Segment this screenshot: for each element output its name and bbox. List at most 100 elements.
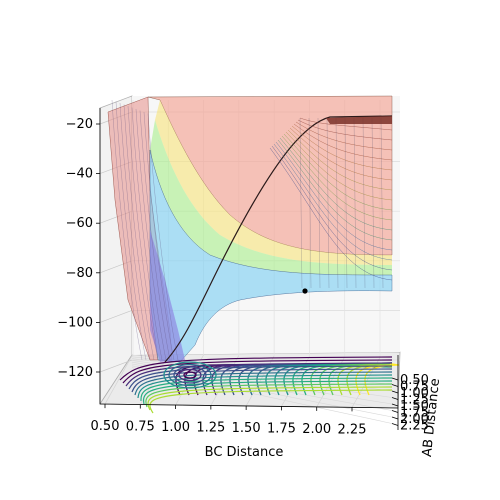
y-tick-mark (391, 410, 399, 413)
y-tick-mark (391, 377, 399, 381)
y-tick-label: 0.75 (400, 380, 429, 395)
y-tick-label: 1.00 (400, 386, 429, 401)
mesh-line-vertical (317, 117, 321, 289)
x-tick-label: 1.75 (267, 421, 296, 436)
floor-contour-loop (178, 368, 202, 382)
grid-line-x (104, 353, 134, 405)
surface-yellow-band (155, 100, 392, 265)
floor-contour (364, 363, 400, 396)
mesh-line (281, 135, 393, 221)
floor-contour-band (147, 386, 393, 411)
grid-line-z (99, 310, 133, 323)
y-tick-mark (391, 403, 399, 407)
mesh-line (291, 125, 393, 171)
mesh-line (287, 129, 393, 191)
mesh-line-vertical (371, 117, 375, 289)
mesh-line (273, 143, 393, 261)
y-tick-label: 1.75 (400, 406, 429, 421)
mesh-line-wall (127, 105, 159, 361)
floor-contour-band (140, 377, 393, 402)
mesh-line-vertical (335, 117, 339, 289)
mesh-line-vertical (308, 117, 312, 289)
z-tick-label: −80 (66, 266, 93, 281)
floor-contour-band (125, 362, 393, 387)
floor-contours (119, 356, 400, 414)
floor-contour-loop (168, 363, 212, 387)
surface-blue-basin (149, 149, 393, 363)
mesh-line (277, 139, 393, 241)
y-tick-label: 2.00 (400, 412, 429, 427)
mesh-line (279, 137, 393, 231)
x-tick-label: 1.50 (232, 421, 261, 436)
z-tick-label: −120 (57, 365, 93, 380)
grid-line-y (131, 361, 393, 405)
mesh-line-vertical (380, 117, 384, 289)
mesh-line-wall (119, 102, 151, 361)
mesh-line (283, 133, 393, 211)
x-axis-ticks: 0.50 0.75 1.00 1.25 1.50 1.75 2.00 2.25 (91, 404, 367, 437)
x-tick-label: 0.50 (91, 419, 120, 434)
mesh-line-vertical (299, 117, 303, 289)
mesh-line-wall (139, 110, 171, 361)
y-tick-label: 0.50 (400, 373, 429, 388)
floor-contour-loop (173, 366, 207, 384)
floor-contour-loop (163, 361, 217, 389)
mesh-line-vertical (353, 117, 357, 289)
mesh-line-wall (143, 111, 175, 361)
energy-surface (107, 95, 393, 363)
y-tick-mark (391, 416, 399, 420)
surface-crest (326, 116, 392, 124)
mesh-line (271, 145, 393, 271)
y-axis-ticks: 0.500.751.001.251.501.752.002.25 (391, 373, 429, 434)
y-tick-mark (391, 390, 399, 394)
surface-ridge-line (164, 115, 393, 363)
mesh-line-wall (115, 101, 147, 361)
mesh-line-vertical (362, 117, 366, 289)
z-axis-ticks: −20 −40 −60 −80 −100 −120 (57, 117, 100, 380)
surface-green-band (150, 120, 392, 275)
mesh-line-wall (147, 113, 179, 361)
floor-contour-band (122, 359, 393, 384)
mesh-line (293, 123, 393, 161)
floor-contour-band (142, 380, 393, 405)
y-tick-mark (391, 384, 399, 387)
floor-contour-band (137, 374, 393, 399)
x-tick-label: 2.00 (302, 422, 331, 437)
x-tick-label: 1.00 (161, 420, 190, 435)
floor-contour-band (131, 368, 393, 393)
mesh-line (297, 119, 393, 141)
z-tick-label: −40 (66, 167, 93, 182)
mesh-line (295, 121, 393, 151)
mesh-line (269, 147, 393, 281)
mesh-line-wall (135, 108, 167, 361)
floor-contour-band (149, 389, 393, 414)
y-tick-label: 1.50 (400, 399, 429, 414)
floor-contour-loop (183, 371, 197, 379)
z-tick-label: −60 (66, 216, 93, 231)
mesh-line (299, 117, 393, 131)
x-axis-label: BC Distance (205, 445, 284, 460)
mesh-line (285, 131, 393, 201)
mesh-line-wall (111, 99, 143, 361)
mesh-line-wall (131, 107, 163, 361)
y-tick-label: 2.25 (400, 419, 429, 434)
mesh-line (275, 141, 393, 251)
z-tick-label: −100 (57, 315, 93, 330)
grid-line-z (99, 359, 133, 373)
surface-mesh (111, 99, 393, 361)
mesh-line (289, 127, 393, 181)
z-tick-label: −20 (66, 117, 93, 132)
y-tick-mark (391, 397, 399, 400)
floor-contour-band (119, 356, 393, 381)
mesh-line-vertical (344, 117, 348, 289)
y-tick-label: 1.25 (400, 393, 429, 408)
floor-contour-band (145, 383, 393, 408)
x-tick-label: 2.25 (338, 422, 367, 437)
x-tick-label: 0.75 (126, 420, 155, 435)
mesh-line-vertical (326, 117, 330, 289)
x-tick-label: 1.25 (196, 420, 225, 435)
y-tick-mark (391, 423, 399, 426)
mesh-line-wall (123, 104, 155, 361)
